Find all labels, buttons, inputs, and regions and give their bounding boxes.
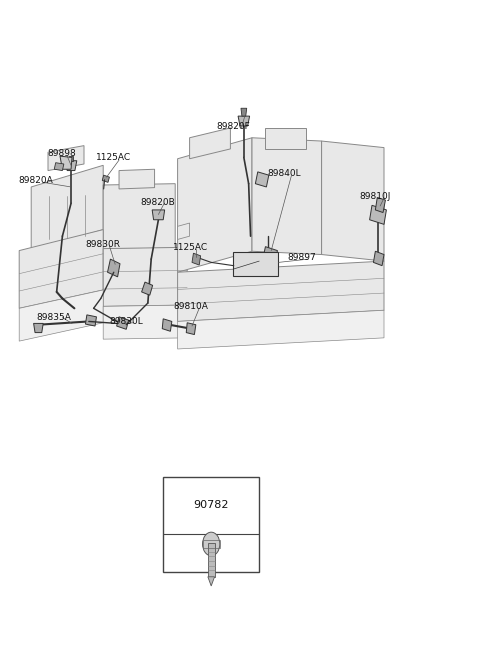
Bar — [163, 477, 259, 572]
Polygon shape — [103, 184, 175, 249]
Text: 1125AC: 1125AC — [173, 243, 208, 252]
Polygon shape — [19, 290, 103, 341]
Polygon shape — [190, 128, 230, 159]
Text: 89810J: 89810J — [359, 192, 390, 201]
Polygon shape — [241, 108, 247, 116]
Polygon shape — [238, 116, 250, 126]
Text: 89820A: 89820A — [18, 176, 53, 185]
Polygon shape — [119, 169, 155, 189]
Polygon shape — [265, 128, 306, 149]
Polygon shape — [102, 175, 109, 182]
Text: 1125AC: 1125AC — [96, 153, 131, 162]
Text: 89840L: 89840L — [268, 169, 301, 178]
Polygon shape — [108, 259, 120, 277]
Bar — [208, 543, 215, 577]
Text: 90782: 90782 — [193, 501, 229, 510]
Text: 89820B: 89820B — [140, 197, 175, 207]
Polygon shape — [186, 323, 196, 335]
Text: 89897: 89897 — [287, 253, 316, 262]
Polygon shape — [60, 156, 72, 169]
Polygon shape — [54, 163, 64, 171]
Circle shape — [203, 532, 220, 556]
Polygon shape — [192, 253, 201, 265]
FancyBboxPatch shape — [233, 252, 278, 276]
Polygon shape — [152, 210, 165, 220]
Text: 89830R: 89830R — [85, 239, 120, 249]
Polygon shape — [34, 323, 43, 333]
Polygon shape — [142, 282, 153, 295]
Polygon shape — [178, 223, 190, 239]
Polygon shape — [48, 146, 84, 171]
Polygon shape — [263, 247, 277, 262]
Polygon shape — [208, 577, 215, 586]
Polygon shape — [19, 230, 103, 308]
Polygon shape — [31, 165, 103, 251]
Polygon shape — [178, 261, 384, 321]
Text: 89835A: 89835A — [36, 313, 71, 322]
Polygon shape — [85, 315, 96, 326]
Polygon shape — [69, 156, 73, 161]
Text: 89830L: 89830L — [109, 317, 143, 326]
Polygon shape — [178, 138, 252, 272]
Polygon shape — [65, 161, 77, 171]
Polygon shape — [255, 172, 269, 187]
Polygon shape — [103, 305, 187, 339]
Polygon shape — [375, 197, 385, 213]
Polygon shape — [178, 310, 384, 349]
Polygon shape — [322, 141, 384, 261]
Polygon shape — [370, 205, 386, 224]
Text: 89820F: 89820F — [216, 122, 250, 131]
Polygon shape — [103, 247, 187, 306]
Text: 89898: 89898 — [47, 149, 76, 158]
Text: 89810A: 89810A — [174, 302, 209, 311]
Polygon shape — [162, 319, 172, 331]
Polygon shape — [373, 251, 384, 266]
Polygon shape — [117, 317, 129, 329]
Polygon shape — [252, 138, 322, 255]
